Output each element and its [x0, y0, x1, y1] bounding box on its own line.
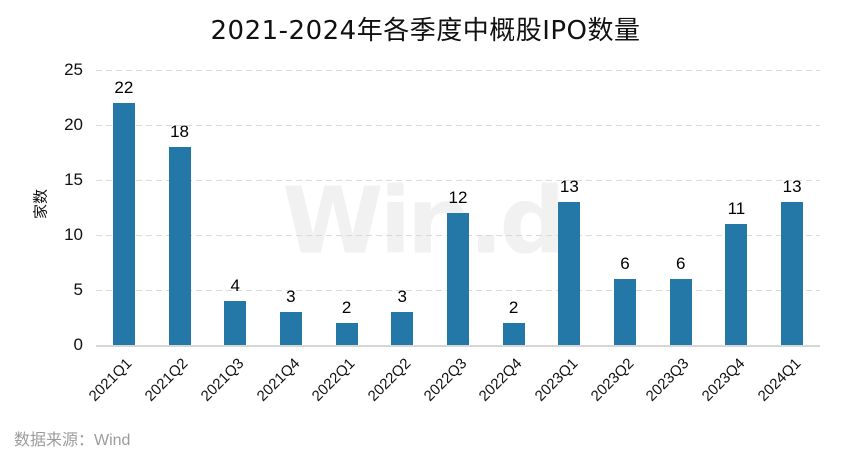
- bars-container: 22 2021Q1 18 2021Q2 4 2021Q3 3 2021Q4 2 2022Q1 3 20…: [86, 70, 820, 405]
- x-tick-label: 2021Q1: [86, 355, 136, 405]
- bar-slot: 13 2024Q1: [754, 70, 820, 405]
- bar: [112, 103, 135, 345]
- bar-value-label: 18: [170, 122, 189, 141]
- gridline: [96, 125, 820, 126]
- x-tick-label: 2023Q1: [531, 355, 582, 405]
- bar: [168, 147, 191, 345]
- bar-slot: 22 2021Q1: [86, 70, 152, 405]
- bar-slot: 11 2023Q4: [699, 70, 765, 405]
- bar-value-label: 6: [675, 254, 686, 273]
- bar-value-label: 6: [620, 254, 630, 273]
- x-tick-label: 2024Q1: [754, 355, 805, 405]
- gridline: [96, 180, 820, 181]
- wind-watermark: Win.d: [282, 167, 565, 275]
- bar: [279, 312, 302, 345]
- bar: [335, 323, 358, 345]
- bar: [669, 279, 692, 345]
- bar-value-label: 22: [114, 78, 134, 97]
- bar-slot: 12 2022Q3: [420, 70, 486, 405]
- bar-value-label: 11: [727, 199, 746, 218]
- x-tick-label: 2022Q4: [475, 355, 526, 405]
- bar: [614, 279, 637, 345]
- bar: [781, 202, 804, 345]
- bar-slot: 18 2021Q2: [142, 70, 208, 405]
- bar-value-label: 4: [230, 276, 240, 295]
- x-tick-label: 2021Q2: [141, 355, 192, 405]
- bar: [224, 301, 247, 345]
- bar-value-label: 2: [341, 298, 352, 317]
- x-tick-label: 2023Q4: [698, 355, 749, 405]
- y-tick-label: 15: [64, 170, 83, 189]
- bar-slot: 4 2021Q3: [197, 70, 263, 405]
- bar: [502, 323, 525, 345]
- chart-title: 2021-2024年各季度中概股IPO数量: [210, 16, 641, 46]
- y-tick-label: 5: [73, 280, 83, 299]
- x-tick-label: 2021Q3: [197, 355, 248, 405]
- data-source-note: 数据来源：Wind: [14, 432, 131, 449]
- bar-slot: 2 2022Q1: [309, 70, 375, 405]
- bar-value-label: 3: [397, 287, 408, 306]
- x-tick-label: 2022Q1: [308, 355, 359, 405]
- y-tick-label: 20: [64, 115, 83, 134]
- y-tick-label: 0: [73, 335, 83, 354]
- bar: [391, 312, 414, 345]
- bar: [558, 202, 581, 345]
- bar-value-label: 13: [782, 177, 802, 196]
- bar: [446, 213, 469, 345]
- bar-slot: 13 2023Q1: [532, 70, 598, 405]
- x-tick-label: 2022Q2: [364, 355, 415, 405]
- gridline: [96, 70, 820, 71]
- x-tick-label: 2023Q2: [587, 355, 638, 405]
- bar-slot: 6 2023Q2: [587, 70, 653, 405]
- bar-value-label: 3: [286, 287, 296, 306]
- bar: [725, 224, 748, 345]
- y-axis-tick-labels: 0 5 10 15 20 25: [0, 60, 83, 354]
- bar-value-label: 12: [448, 188, 468, 207]
- bar-slot: 3 2021Q4: [253, 70, 319, 405]
- plot-area: Win.d 22 2021Q1 18 2021Q2 4 2021Q3 3 2021Q4 2 202…: [86, 70, 820, 405]
- x-tick-label: 2021Q4: [253, 355, 303, 405]
- bar-value-label: 13: [559, 177, 579, 196]
- bar-value-label: 2: [508, 298, 519, 317]
- y-tick-label: 10: [64, 225, 83, 244]
- x-tick-label: 2023Q3: [642, 355, 693, 405]
- x-tick-label: 2022Q3: [420, 355, 470, 405]
- y-tick-label: 25: [64, 60, 83, 79]
- bar-slot: 2 2022Q4: [476, 70, 542, 405]
- bar-slot: 3 2022Q2: [365, 70, 430, 405]
- bar-slot: 6 2023Q3: [643, 70, 709, 405]
